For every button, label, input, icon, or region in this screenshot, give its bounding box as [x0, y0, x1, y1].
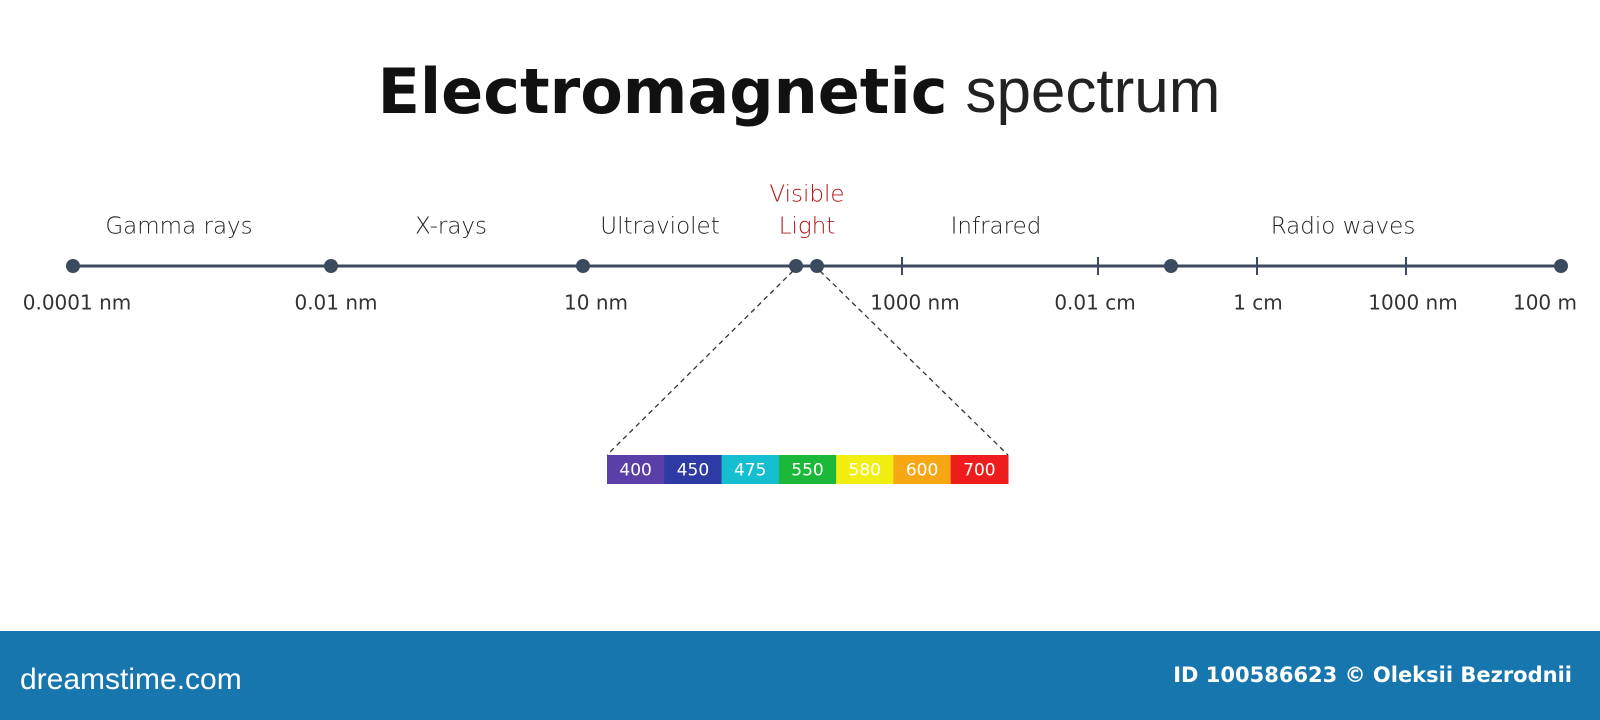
spectrum-label: 550	[791, 461, 823, 481]
title: Electromagnetic spectrum	[378, 55, 1221, 128]
scale-label: 0.0001 nm	[23, 291, 132, 315]
zoom-line	[606, 270, 794, 456]
band-label: Ultraviolet	[600, 214, 719, 240]
scale-label: 10 nm	[564, 291, 628, 315]
scale-label: 0.01 nm	[294, 291, 377, 315]
spectrum-segment	[836, 455, 894, 484]
scale-label: 100 m	[1513, 291, 1577, 315]
spectrum-label: 400	[619, 461, 651, 481]
dot	[789, 259, 803, 273]
dot	[1164, 259, 1178, 273]
scale-label: 1000 nm	[1368, 291, 1457, 315]
spectrum-segment	[607, 455, 665, 484]
band-label: Radio waves	[1271, 214, 1416, 240]
footer-bar	[0, 631, 1600, 720]
spectrum-segment	[950, 455, 1009, 484]
dot	[324, 259, 338, 273]
spectrum-label: 700	[963, 461, 995, 481]
spectrum-segment	[721, 455, 780, 484]
band-label: Infrared	[951, 214, 1042, 240]
spectrum-segment	[778, 455, 837, 484]
visible-spectrum: 400 450 475 550 580 600 700	[607, 455, 1009, 484]
scale-label: 1 cm	[1233, 291, 1283, 315]
spectrum-segment	[664, 455, 723, 484]
dot	[810, 259, 824, 273]
title-light: spectrum	[965, 57, 1220, 126]
axis-ticks	[901, 257, 1407, 275]
spectrum-label: 450	[677, 461, 709, 481]
band-label: Light	[779, 214, 836, 240]
scale-label: 1000 nm	[870, 291, 959, 315]
dot	[1554, 259, 1568, 273]
scale-label: 0.01 cm	[1054, 291, 1135, 315]
band-label: X-rays	[415, 214, 487, 240]
dot	[576, 259, 590, 273]
spectrum-label: 600	[906, 461, 938, 481]
dot	[66, 259, 80, 273]
axis-dots	[66, 259, 1568, 273]
spectrum-segment	[893, 455, 952, 484]
spectrum-label: 475	[734, 461, 766, 481]
band-label: Gamma rays	[105, 214, 252, 240]
zoom-lines	[606, 270, 1009, 456]
footer-credit: ID 100586623 © Oleksii Bezrodnii	[1173, 663, 1572, 687]
footer-brand: dreamstime.com	[20, 663, 242, 696]
band-label: Visible	[769, 182, 844, 208]
spectrum-label: 580	[849, 461, 881, 481]
zoom-line	[819, 270, 1009, 456]
title-bold: Electromagnetic	[378, 55, 948, 128]
